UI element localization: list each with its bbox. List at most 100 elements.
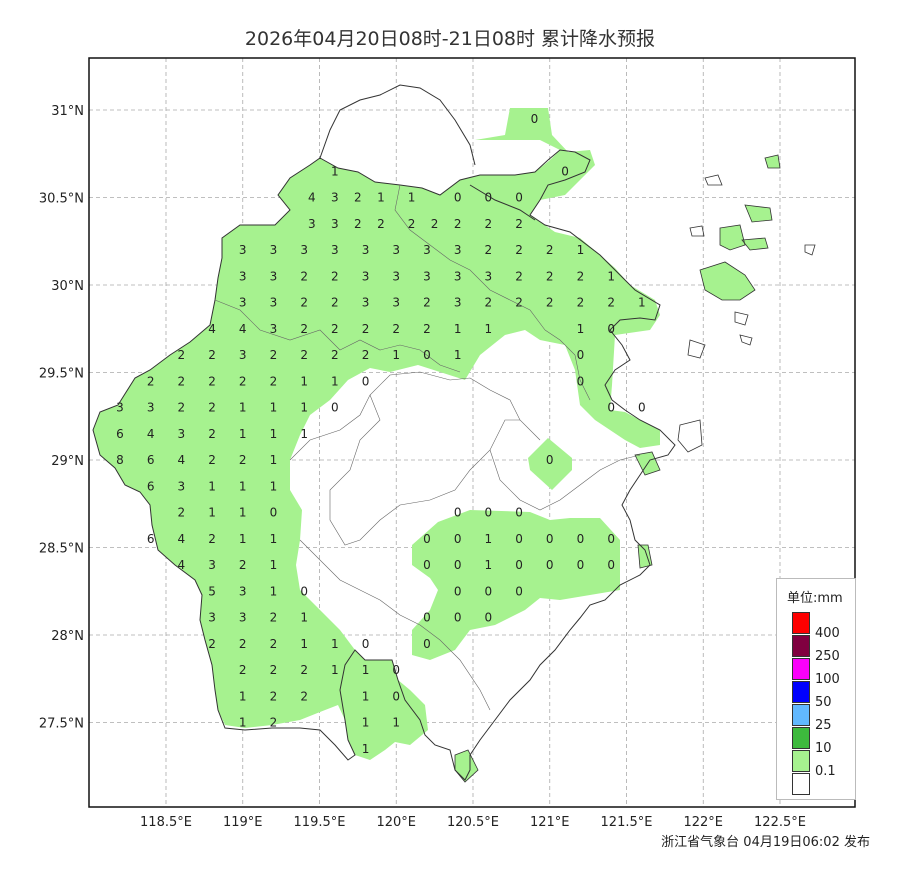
precip-value: 1 [208, 479, 216, 493]
legend-swatch [792, 727, 810, 749]
precip-value: 1 [362, 689, 370, 703]
rain-area-islands [720, 155, 780, 250]
precip-value: 2 [431, 217, 439, 231]
precip-value: 2 [178, 348, 186, 362]
precip-value: 2 [239, 374, 247, 388]
precip-value: 0 [392, 663, 400, 677]
precip-value: 2 [178, 506, 186, 520]
precip-value: 3 [423, 269, 431, 283]
precip-value: 0 [423, 532, 431, 546]
precip-value: 0 [454, 532, 462, 546]
precip-value: 2 [354, 191, 362, 205]
rain-area-taizhou [528, 438, 572, 490]
precip-value: 0 [607, 401, 615, 415]
precip-value: 3 [300, 243, 308, 257]
precip-value: 0 [607, 322, 615, 336]
precip-value: 1 [638, 296, 646, 310]
precip-value: 3 [331, 217, 339, 231]
precip-value: 2 [331, 269, 339, 283]
precip-value: 0 [546, 532, 554, 546]
precip-value: 3 [239, 243, 247, 257]
precip-value: 2 [208, 427, 216, 441]
precip-value: 1 [270, 453, 278, 467]
precip-value: 0 [454, 558, 462, 572]
precip-value: 2 [485, 296, 493, 310]
precip-value: 2 [485, 243, 493, 257]
precip-value: 1 [239, 479, 247, 493]
precip-value: 2 [362, 348, 370, 362]
precip-value: 0 [454, 611, 462, 625]
precip-value: 1 [239, 401, 247, 415]
precip-value: 2 [208, 637, 216, 651]
precip-value: 1 [607, 269, 615, 283]
precip-value: 0 [485, 611, 493, 625]
precip-value: 2 [515, 296, 523, 310]
precip-value: 0 [423, 558, 431, 572]
precip-value: 3 [308, 217, 316, 231]
precip-value: 1 [239, 689, 247, 703]
x-tick-label: 121.5°E [601, 815, 653, 830]
precip-value: 2 [607, 296, 615, 310]
precip-value: 1 [392, 716, 400, 730]
precip-value: 0 [485, 191, 493, 205]
legend-swatch [792, 681, 810, 703]
precip-value: 1 [270, 479, 278, 493]
y-tick-label: 29.5°N [39, 367, 84, 382]
y-tick-label: 28.5°N [39, 542, 84, 557]
y-tick-label: 31°N [51, 104, 84, 119]
precip-value: 1 [239, 506, 247, 520]
precip-value: 1 [362, 716, 370, 730]
precip-value: 0 [454, 506, 462, 520]
legend-level-label: 0.1 [815, 764, 836, 779]
precip-value: 0 [300, 584, 308, 598]
precip-value: 2 [546, 296, 554, 310]
precip-value: 3 [331, 243, 339, 257]
precip-value: 1 [300, 427, 308, 441]
precip-value: 1 [270, 427, 278, 441]
precip-value: 6 [147, 453, 155, 467]
y-tick-label: 29°N [51, 454, 84, 469]
precip-value: 2 [208, 401, 216, 415]
precip-value: 0 [454, 191, 462, 205]
rain-area-north [93, 108, 660, 760]
precip-value: 1 [239, 716, 247, 730]
precip-value: 1 [270, 558, 278, 572]
precip-value: 0 [577, 348, 585, 362]
map-frame [88, 57, 856, 808]
y-tick-label: 27.5°N [39, 717, 84, 732]
precip-value: 2 [331, 296, 339, 310]
precip-value: 3 [392, 296, 400, 310]
precip-value: 1 [270, 584, 278, 598]
precip-value: 3 [423, 243, 431, 257]
x-axis-labels: 118.5°E 119°E 119.5°E 120°E 120.5°E 121°E 121.… [140, 815, 806, 830]
precip-value: 1 [408, 191, 416, 205]
precip-value: 2 [270, 637, 278, 651]
precip-value: 4 [178, 453, 186, 467]
legend-swatch [792, 704, 810, 726]
precip-value: 2 [270, 611, 278, 625]
rain-area [93, 108, 780, 782]
precip-value: 0 [423, 611, 431, 625]
precip-value: 0 [531, 112, 539, 126]
precip-value: 0 [515, 584, 523, 598]
precip-value: 4 [208, 322, 216, 336]
x-tick-label: 119°E [223, 815, 263, 830]
y-tick-label: 28°N [51, 629, 84, 644]
y-axis-labels: 31°N 30.5°N 30°N 29.5°N 29°N 28.5°N 28°N 27.5°N [39, 104, 84, 732]
precip-value: 0 [515, 506, 523, 520]
legend-swatch [792, 612, 810, 634]
precip-value: 0 [392, 689, 400, 703]
precip-value: 3 [239, 584, 247, 598]
precip-value: 0 [515, 558, 523, 572]
precip-value: 2 [208, 348, 216, 362]
x-tick-label: 120°E [376, 815, 416, 830]
precip-value: 1 [362, 742, 370, 756]
precip-value: 1 [485, 322, 493, 336]
precip-value: 2 [546, 243, 554, 257]
legend-title: 单位:mm [787, 591, 843, 606]
precip-value: 2 [178, 401, 186, 415]
precip-value: 3 [239, 348, 247, 362]
x-tick-label: 121°E [530, 815, 570, 830]
precip-value: 0 [561, 164, 569, 178]
